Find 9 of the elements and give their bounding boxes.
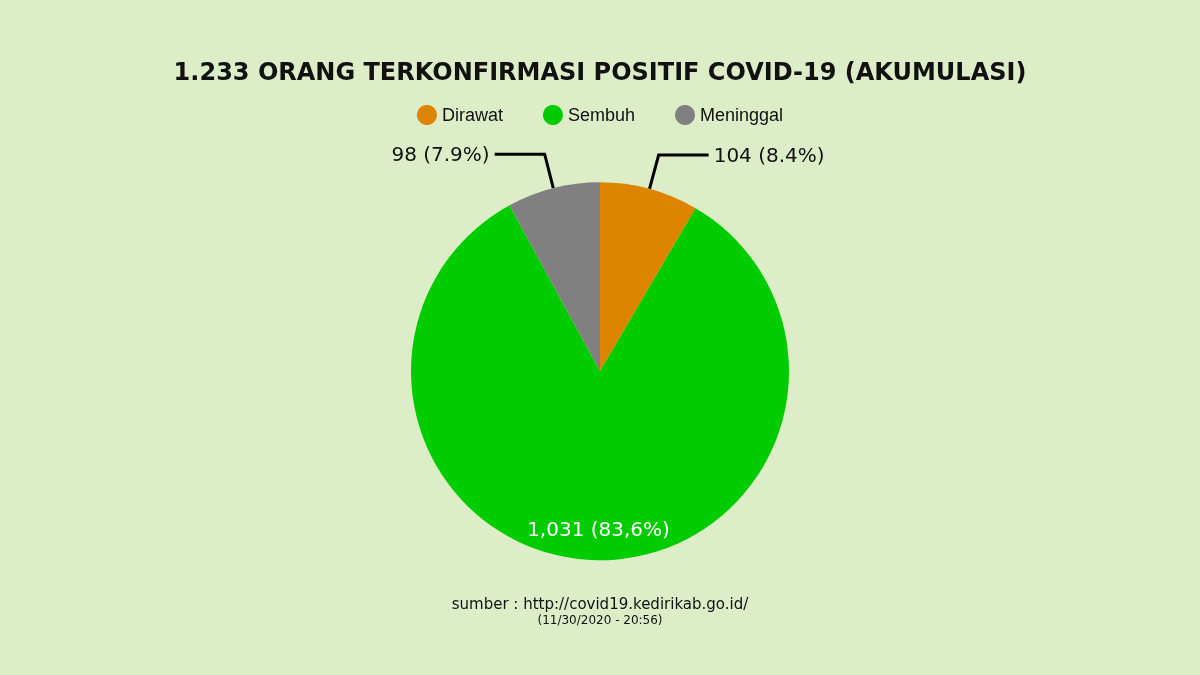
chart-title: 1.233 ORANG TERKONFIRMASI POSITIF COVID-19 (AKUMULASI)	[173, 58, 1027, 86]
data-label: 1,031 (83,6%)	[527, 516, 670, 541]
text: sumber : http://covid19.kedirikab.go.id/	[451, 594, 750, 613]
legend-label: Meninggal	[700, 105, 784, 125]
data-label: 98 (7.9%)	[391, 142, 490, 167]
legend-label: Sembuh	[567, 105, 635, 125]
legend-label: Dirawat	[441, 105, 503, 125]
data-label: 104 (8.4%)	[713, 143, 825, 168]
text: (11/30/2020 - 20:56)	[537, 613, 663, 627]
